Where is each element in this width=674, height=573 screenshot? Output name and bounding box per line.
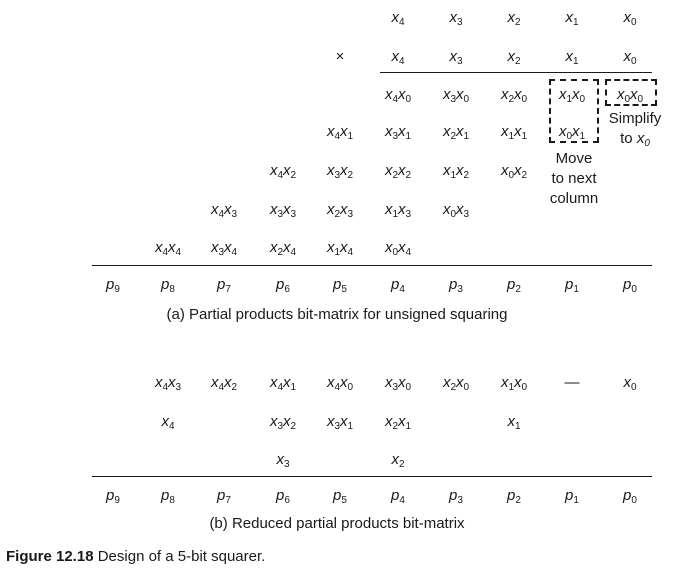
panel-b-term: x4x0	[326, 374, 354, 393]
panel-b-term: x1x0	[500, 374, 528, 393]
panel-a-output-bit: p2	[507, 276, 521, 295]
panel-a-term: x1x2	[442, 162, 470, 181]
panel-b-result-rule	[92, 476, 652, 477]
panel-b-term: x2x1	[384, 413, 412, 432]
figure-title: Design of a 5-bit squarer.	[97, 548, 266, 565]
panel-a-term: x3x1	[384, 123, 412, 142]
panel-b-output-bit: p4	[391, 487, 405, 506]
panel-b-output-bit: p3	[449, 487, 463, 506]
panel-b-term: x3	[276, 451, 290, 470]
simplify-note: Simplify to x0	[608, 110, 662, 149]
panel-b-term: x3x0	[384, 374, 412, 393]
panel-b-output-bit: p9	[106, 487, 120, 506]
panel-a-term: x2x4	[269, 239, 297, 258]
panel-a-term: x0x0	[616, 86, 644, 105]
operand-rule	[380, 72, 652, 73]
panel-b-term: x0	[623, 374, 637, 393]
panel-a-term: x3	[449, 48, 463, 67]
panel-b-output-bit: p1	[565, 487, 579, 506]
panel-b-term: x2	[391, 451, 405, 470]
panel-a-term: x3x4	[210, 239, 238, 258]
panel-a-output-bit: p3	[449, 276, 463, 295]
panel-a-result-rule	[92, 265, 652, 266]
panel-a-term: x4x4	[154, 239, 182, 258]
panel-a-output-bit: p4	[391, 276, 405, 295]
panel-b-output-bit: p8	[161, 487, 175, 506]
panel-b-term: x4x2	[210, 374, 238, 393]
panel-a-term: x3x2	[326, 162, 354, 181]
panel-a-term: x4x0	[384, 86, 412, 105]
panel-a-term: x3	[449, 9, 463, 28]
panel-a-term: x2x1	[442, 123, 470, 142]
panel-a-term: x1	[565, 9, 579, 28]
panel-a-term: x0x1	[558, 123, 586, 142]
panel-b-output-bit: p6	[276, 487, 290, 506]
panel-b-output-bit: p2	[507, 487, 521, 506]
panel-b-term: x1	[507, 413, 521, 432]
move-dashed-box	[549, 79, 599, 143]
figure-caption: Figure 12.18 Design of a 5-bit squarer.	[6, 548, 265, 565]
panel-a-output-bit: p6	[276, 276, 290, 295]
panel-a-term: x0	[623, 9, 637, 28]
panel-b-term: x4x3	[154, 374, 182, 393]
multiply-sign: ×	[335, 48, 345, 65]
panel-b-caption: (b) Reduced partial products bit-matrix	[209, 515, 465, 532]
panel-a-term: x4x1	[326, 123, 354, 142]
panel-a-term: x2	[507, 48, 521, 67]
panel-a-term: x0x2	[500, 162, 528, 181]
panel-a-term: x4x3	[210, 201, 238, 220]
panel-b-output-bit: p0	[623, 487, 637, 506]
panel-a-term: x0x3	[442, 201, 470, 220]
panel-a-term: x4	[391, 9, 405, 28]
panel-b-term: x3x2	[269, 413, 297, 432]
figure-label: Figure 12.18	[6, 548, 94, 565]
panel-a-term: x1x3	[384, 201, 412, 220]
panel-a-term: x3x0	[442, 86, 470, 105]
panel-b-term: x3x1	[326, 413, 354, 432]
panel-a-term: x3x3	[269, 201, 297, 220]
panel-b-term: x2x0	[442, 374, 470, 393]
panel-a-output-bit: p9	[106, 276, 120, 295]
panel-b-term: x4x1	[269, 374, 297, 393]
panel-b-term: x4	[161, 413, 175, 432]
panel-a-term: x1x0	[558, 86, 586, 105]
panel-a-term: x1	[565, 48, 579, 67]
panel-a-term: x0	[623, 48, 637, 67]
panel-a-output-bit: p0	[623, 276, 637, 295]
panel-a-term: x4	[391, 48, 405, 67]
panel-a-output-bit: p8	[161, 276, 175, 295]
move-note: Move to next column	[549, 150, 599, 207]
empty-column-dash: —	[564, 374, 580, 391]
panel-a-term: x1x4	[326, 239, 354, 258]
panel-a-term: x2x0	[500, 86, 528, 105]
panel-a-term: x2	[507, 9, 521, 28]
panel-a-output-bit: p7	[217, 276, 231, 295]
panel-a-output-bit: p5	[333, 276, 347, 295]
panel-b-output-bit: p7	[217, 487, 231, 506]
panel-a-term: x4x2	[269, 162, 297, 181]
panel-a-term: x2x2	[384, 162, 412, 181]
panel-a-term: x2x3	[326, 201, 354, 220]
simplify-dashed-box	[605, 79, 657, 106]
panel-a-caption: (a) Partial products bit-matrix for unsi…	[166, 306, 508, 323]
panel-a-output-bit: p1	[565, 276, 579, 295]
panel-b-output-bit: p5	[333, 487, 347, 506]
panel-a-term: x1x1	[500, 123, 528, 142]
panel-a-term: x0x4	[384, 239, 412, 258]
